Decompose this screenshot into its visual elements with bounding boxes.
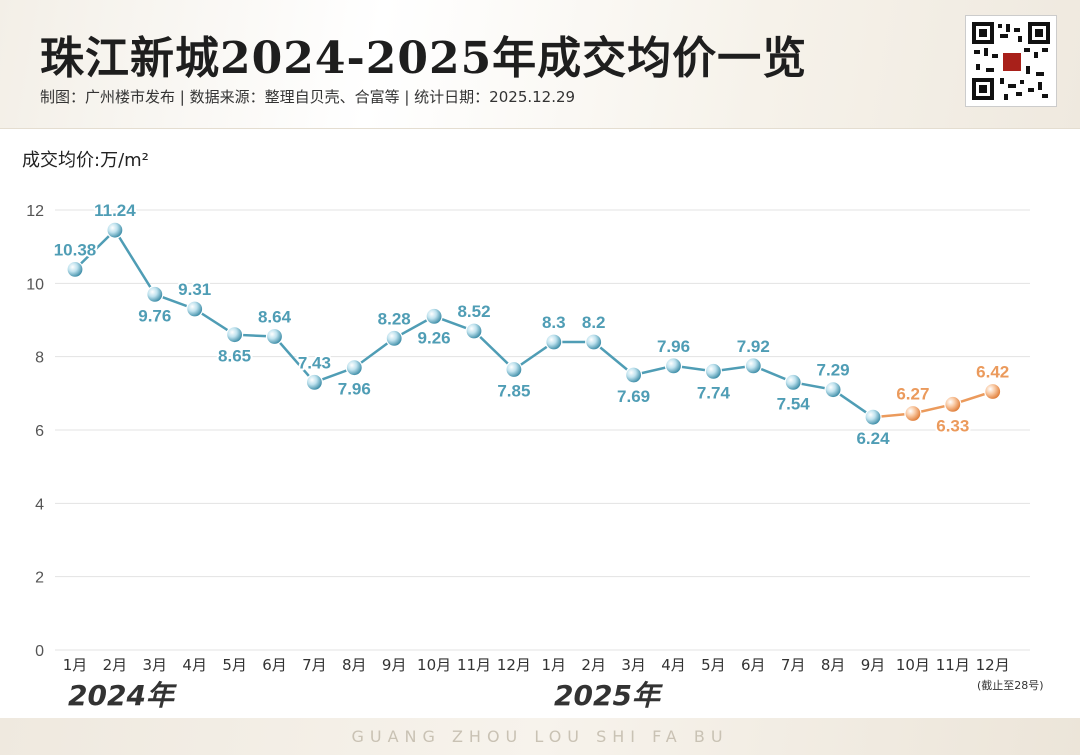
x-tick-label: 2月 [581,656,606,674]
data-label: 7.92 [737,337,770,356]
data-point [984,382,1002,401]
data-point [704,362,723,380]
x-tick-label: 7月 [302,656,327,674]
x-tick-label: 1月 [542,656,567,674]
data-point [305,373,323,391]
data-point [226,326,244,344]
data-label: 11.24 [94,201,136,220]
data-label: 6.33 [936,416,969,435]
x-tick-label: 7月 [781,656,806,674]
data-label: 7.85 [497,382,530,401]
data-point [465,322,483,340]
y-tick-label: 4 [35,496,44,513]
data-point [425,307,443,325]
data-label: 9.31 [178,280,211,299]
y-tick-label: 12 [26,203,44,220]
data-point [385,329,403,347]
data-point [784,373,802,391]
data-label: 8.2 [582,313,606,332]
x-tick-label: 9月 [382,656,407,674]
data-point [864,408,882,426]
page-subtitle: 制图：广州楼市发布 | 数据来源：整理自贝壳、合富等 | 统计日期：2025.1… [40,88,576,106]
x-tick-label: 3月 [143,656,168,674]
x-tick-label: 4月 [182,656,207,674]
data-point [944,395,962,413]
data-label: 6.27 [896,385,929,404]
x-tick-label: 6月 [262,656,287,674]
y-tick-label: 10 [26,276,44,293]
data-point [265,327,284,346]
data-label: 9.76 [138,306,171,325]
data-label: 7.74 [697,383,731,402]
y-tick-label: 2 [35,570,44,587]
data-point [505,360,523,379]
data-point [66,260,84,278]
data-point [664,357,683,375]
x-tick-label: 11月 [457,656,491,674]
data-label: 7.43 [298,353,331,372]
data-point [146,285,164,303]
data-label: 7.54 [777,394,811,413]
x-tick-label: 5月 [701,656,726,674]
data-point [345,359,363,377]
x-tick-label: 10月 [417,656,451,674]
header-banner: 珠江新城2024-2025年成交均价一览 制图：广州楼市发布 | 数据来源：整理… [0,0,1080,129]
x-tick-label: 2月 [103,656,128,674]
data-label: 8.3 [542,313,566,332]
data-label: 7.96 [657,337,690,356]
data-label: 8.28 [378,309,411,328]
y-axis-label: 成交均价:万/m² [22,150,149,171]
qr-code-icon [966,16,1056,106]
data-point [186,300,204,318]
x-tick-label: 5月 [222,656,247,674]
data-point [545,333,563,351]
data-label: 7.69 [617,387,650,406]
y-tick-label: 8 [35,350,44,367]
data-label: 9.26 [418,328,451,347]
x-tick-label: 8月 [342,656,367,674]
x-tick-label: 4月 [661,656,686,674]
data-label: 7.29 [817,361,850,380]
brand-logo-icon [1002,52,1022,72]
data-point [106,221,124,239]
x-tick-label: 8月 [821,656,846,674]
data-point [624,366,643,384]
last-month-note: (截止至28号) [977,679,1044,692]
data-point [824,381,842,399]
data-label: 8.64 [258,308,292,327]
x-tick-label: 9月 [861,656,886,674]
data-label: 10.38 [54,240,97,259]
data-label: 6.42 [976,363,1009,382]
x-tick-label: 10月 [896,656,930,674]
x-tick-label: 6月 [741,656,766,674]
footer-banner: GUANG ZHOU LOU SHI FA BU [0,718,1080,755]
x-tick-label: 11月 [936,656,970,674]
data-point [744,357,762,375]
data-label: 6.24 [856,429,890,448]
y-tick-label: 6 [35,423,44,440]
x-tick-label: 3月 [621,656,646,674]
data-label: 7.96 [338,380,371,399]
data-label: 8.65 [218,347,251,366]
x-tick-label: 12月 [976,656,1010,674]
series-line-highlight [872,390,994,419]
page-title: 珠江新城2024-2025年成交均价一览 [40,33,808,84]
footer-text: GUANG ZHOU LOU SHI FA BU [351,727,729,746]
y-tick-label: 0 [35,643,44,660]
x-tick-label: 12月 [497,656,531,674]
data-label: 8.52 [457,302,490,321]
x-tick-label: 1月 [63,656,88,674]
year-label-2025: 2025年 [554,679,660,712]
year-label-2024: 2024年 [68,679,174,712]
data-point [585,333,603,351]
data-point [904,404,922,423]
